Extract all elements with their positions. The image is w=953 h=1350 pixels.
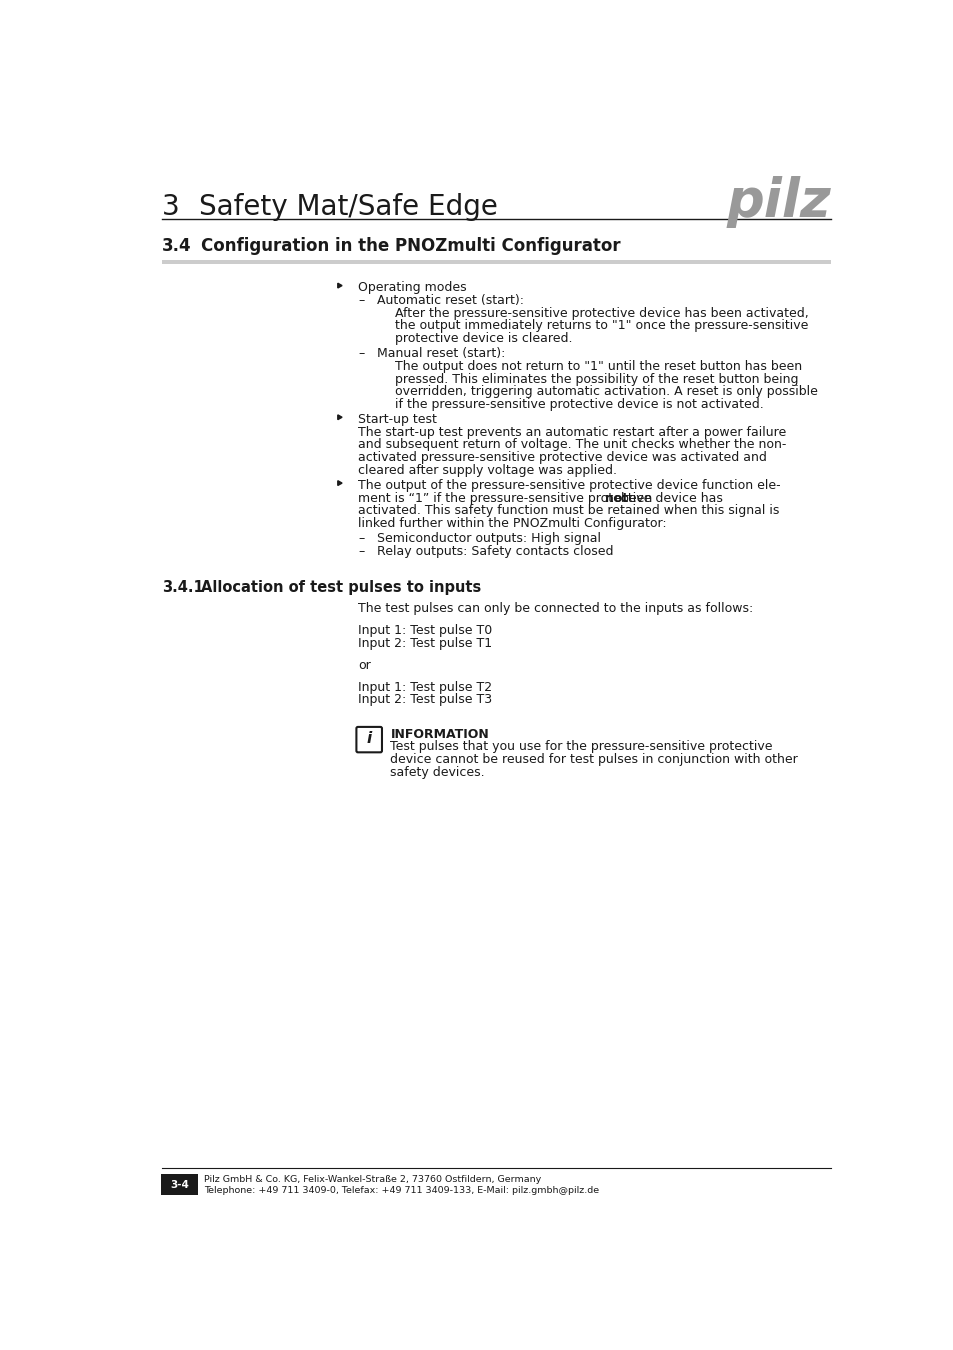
Text: device cannot be reused for test pulses in conjunction with other: device cannot be reused for test pulses … (390, 753, 798, 765)
Text: Input 2: Test pulse T3: Input 2: Test pulse T3 (357, 694, 492, 706)
Text: Start-up test: Start-up test (357, 413, 436, 427)
Text: –: – (357, 294, 364, 306)
Text: Test pulses that you use for the pressure-sensitive protective: Test pulses that you use for the pressur… (390, 740, 772, 753)
Text: The start-up test prevents an automatic restart after a power failure: The start-up test prevents an automatic … (357, 425, 785, 439)
Text: INFORMATION: INFORMATION (390, 728, 489, 741)
Polygon shape (337, 284, 342, 288)
Text: overridden, triggering automatic activation. A reset is only possible: overridden, triggering automatic activat… (395, 385, 817, 398)
Text: and subsequent return of voltage. The unit checks whether the non-: and subsequent return of voltage. The un… (357, 439, 785, 451)
Text: linked further within the PNOZmulti Configurator:: linked further within the PNOZmulti Conf… (357, 517, 666, 531)
Text: Automatic reset (start):: Automatic reset (start): (376, 294, 523, 306)
Text: Input 1: Test pulse T0: Input 1: Test pulse T0 (357, 624, 492, 637)
Text: or: or (357, 659, 371, 672)
Text: not: not (604, 491, 627, 505)
Text: activated pressure-sensitive protective device was activated and: activated pressure-sensitive protective … (357, 451, 766, 464)
Text: –: – (357, 532, 364, 545)
Text: The output does not return to "1" until the reset button has been: The output does not return to "1" until … (395, 360, 801, 373)
Text: pressed. This eliminates the possibility of the reset button being: pressed. This eliminates the possibility… (395, 373, 798, 386)
Text: 3.4: 3.4 (162, 238, 192, 255)
Text: Input 2: Test pulse T1: Input 2: Test pulse T1 (357, 637, 492, 649)
Text: Manual reset (start):: Manual reset (start): (376, 347, 504, 360)
Text: Pilz GmbH & Co. KG, Felix-Wankel-Straße 2, 73760 Ostfildern, Germany: Pilz GmbH & Co. KG, Felix-Wankel-Straße … (204, 1176, 541, 1184)
Text: 3-4: 3-4 (170, 1180, 189, 1189)
Text: Safety Mat/Safe Edge: Safety Mat/Safe Edge (199, 193, 497, 221)
Polygon shape (337, 481, 342, 486)
Text: protective device is cleared.: protective device is cleared. (395, 332, 572, 346)
Text: pilz: pilz (726, 176, 831, 228)
Text: Relay outputs: Safety contacts closed: Relay outputs: Safety contacts closed (376, 544, 613, 558)
Text: –: – (357, 347, 364, 360)
Text: The output of the pressure-sensitive protective device function ele-: The output of the pressure-sensitive pro… (357, 479, 780, 491)
Text: Telephone: +49 711 3409-0, Telefax: +49 711 3409-133, E-Mail: pilz.gmbh@pilz.de: Telephone: +49 711 3409-0, Telefax: +49 … (204, 1187, 599, 1195)
Text: Allocation of test pulses to inputs: Allocation of test pulses to inputs (200, 580, 480, 595)
Text: 3: 3 (162, 193, 179, 221)
Text: been: been (617, 491, 652, 505)
Text: cleared after supply voltage was applied.: cleared after supply voltage was applied… (357, 464, 617, 477)
Text: Configuration in the PNOZmulti Configurator: Configuration in the PNOZmulti Configura… (200, 238, 619, 255)
Text: Input 1: Test pulse T2: Input 1: Test pulse T2 (357, 680, 492, 694)
Text: Operating modes: Operating modes (357, 281, 466, 294)
Text: activated. This safety function must be retained when this signal is: activated. This safety function must be … (357, 505, 779, 517)
Text: i: i (366, 732, 372, 747)
Text: –: – (357, 544, 364, 558)
Text: The test pulses can only be connected to the inputs as follows:: The test pulses can only be connected to… (357, 602, 753, 616)
Text: if the pressure-sensitive protective device is not activated.: if the pressure-sensitive protective dev… (395, 398, 763, 410)
FancyBboxPatch shape (356, 726, 381, 752)
Text: the output immediately returns to "1" once the pressure-sensitive: the output immediately returns to "1" on… (395, 320, 808, 332)
Text: safety devices.: safety devices. (390, 765, 485, 779)
Text: 3.4.1: 3.4.1 (162, 580, 203, 595)
Text: ment is “1” if the pressure-sensitive protective device has: ment is “1” if the pressure-sensitive pr… (357, 491, 726, 505)
Bar (161, 1173, 198, 1195)
Text: Semiconductor outputs: High signal: Semiconductor outputs: High signal (376, 532, 600, 545)
Bar (162, 259, 831, 263)
Polygon shape (337, 414, 342, 420)
Text: After the pressure-sensitive protective device has been activated,: After the pressure-sensitive protective … (395, 306, 808, 320)
